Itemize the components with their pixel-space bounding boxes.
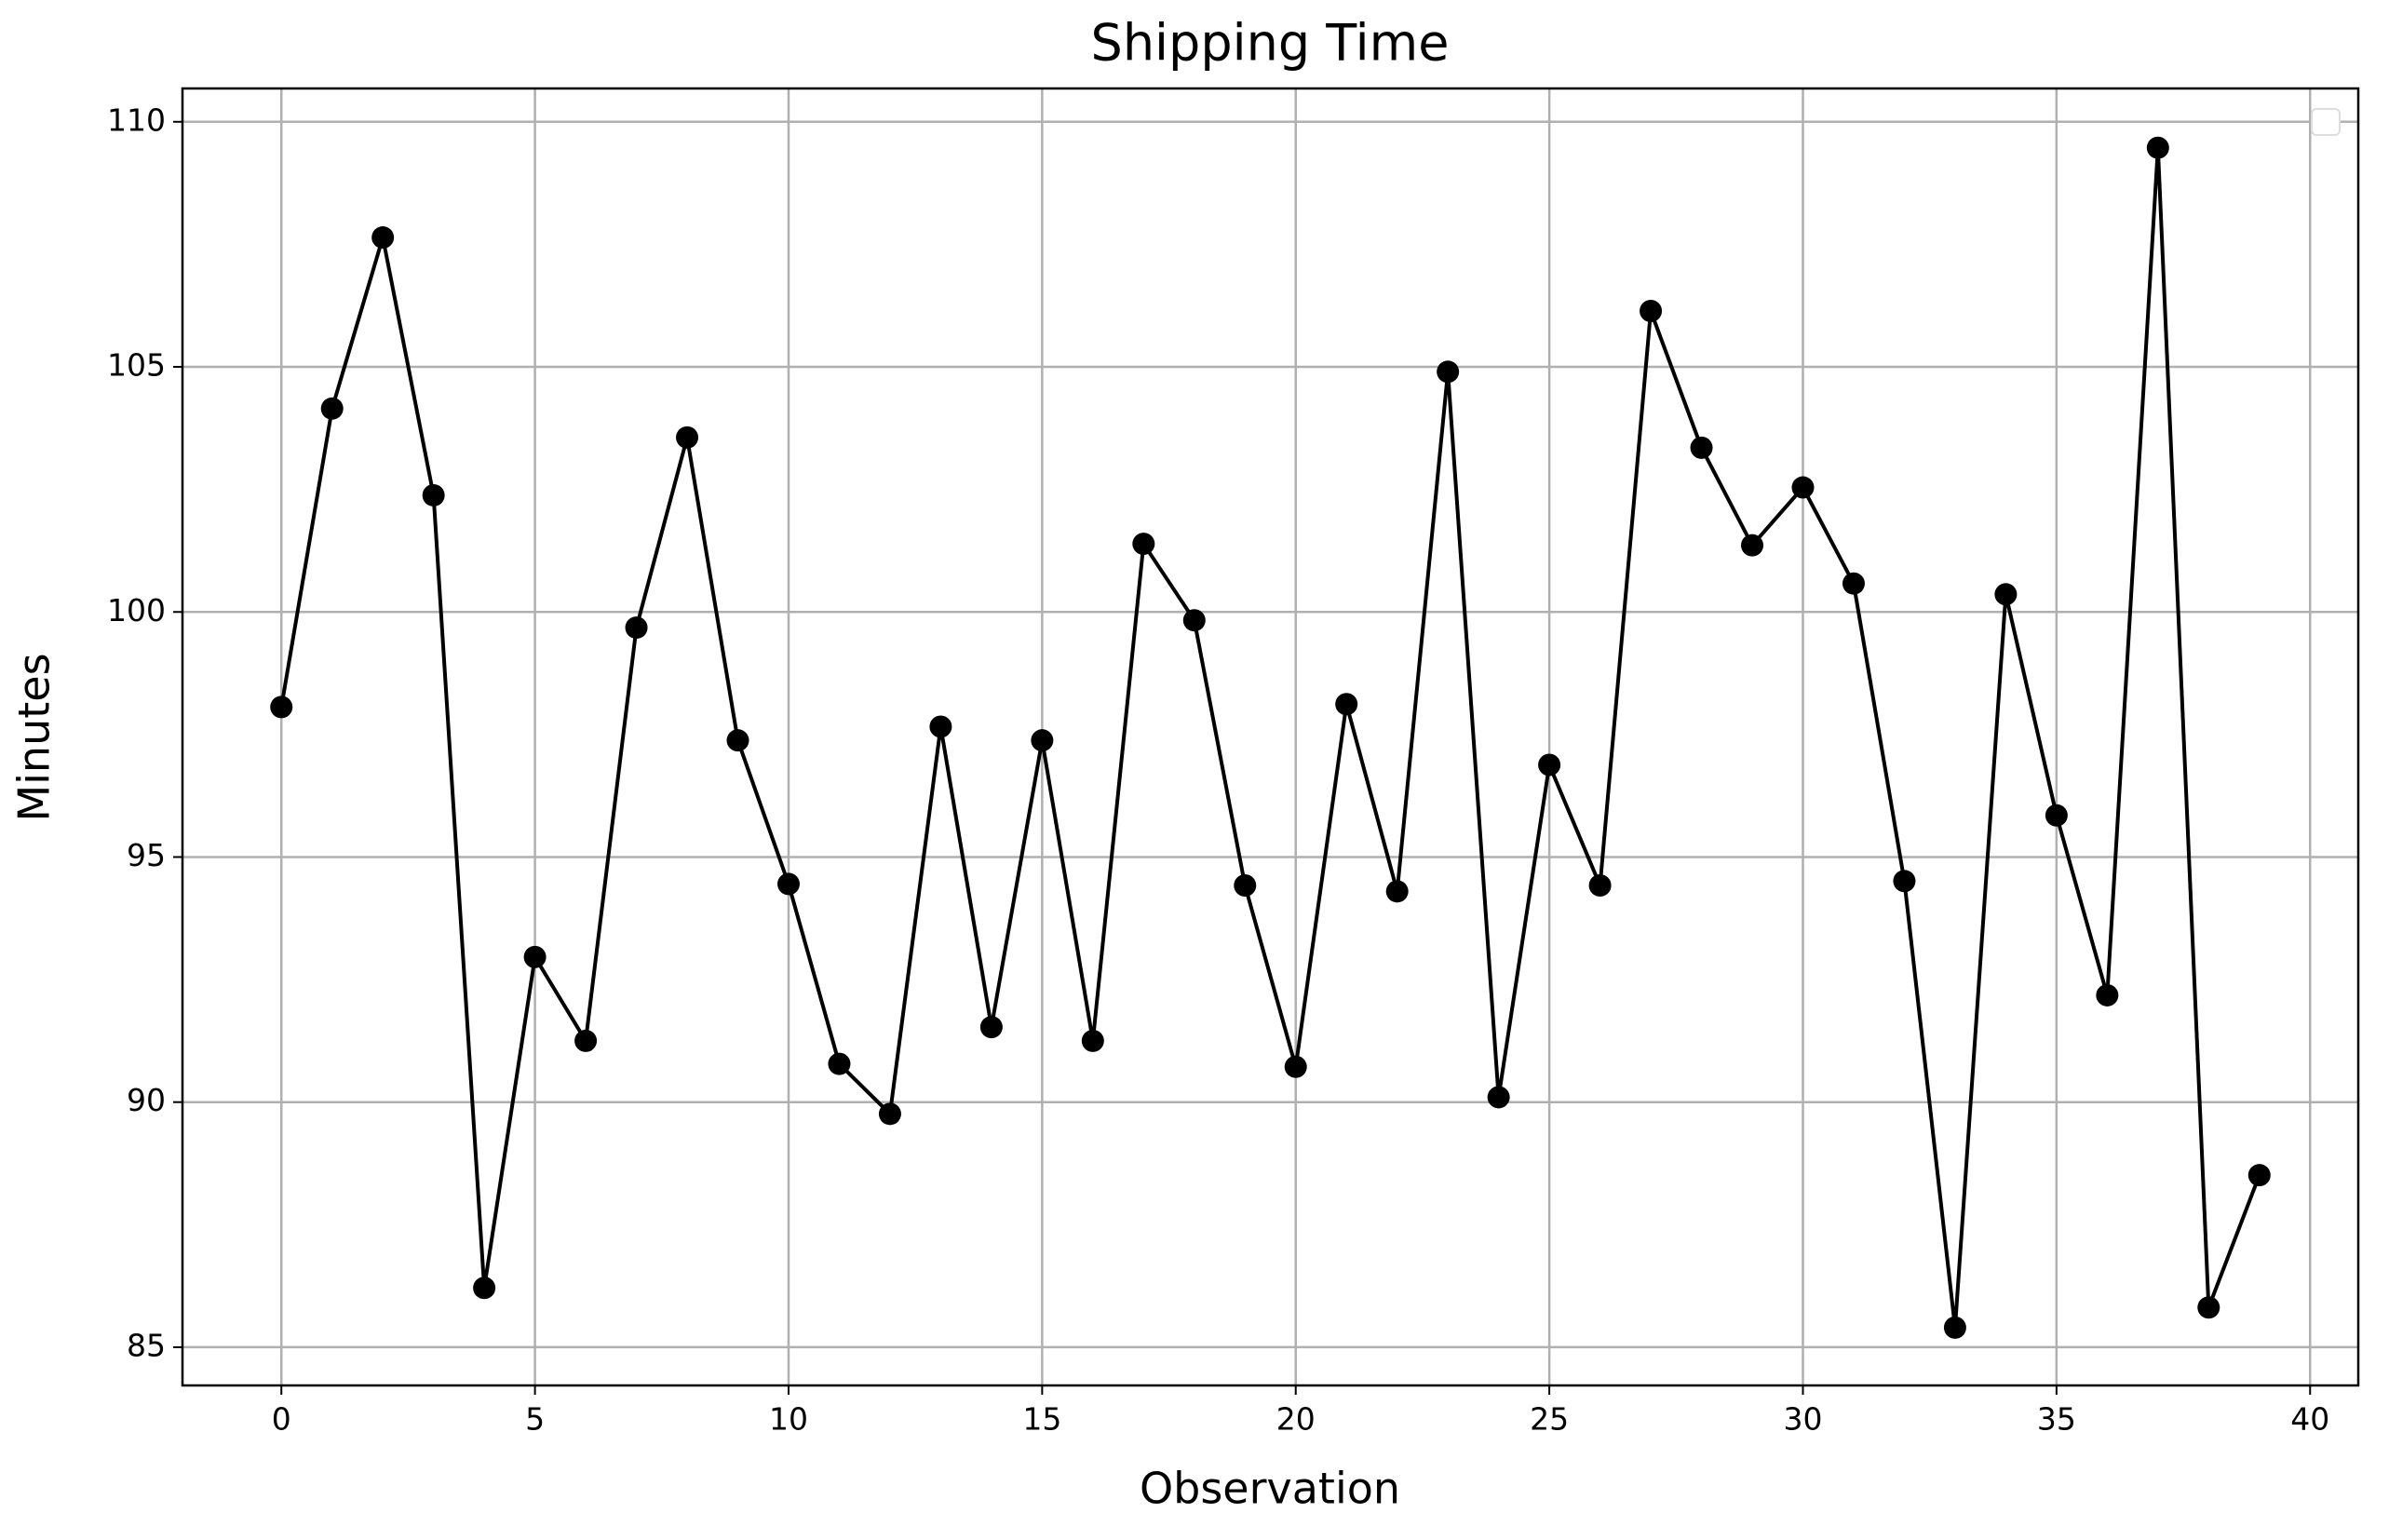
marker: [1284, 1055, 1307, 1078]
x-tick-label: 20: [1276, 1401, 1316, 1438]
y-tick-label: 95: [127, 837, 166, 873]
marker: [1893, 870, 1916, 893]
x-tick-label: 0: [272, 1401, 291, 1438]
marker: [1132, 533, 1155, 556]
x-axis-label: Observation: [1140, 1464, 1400, 1514]
y-axis-label: Minutes: [9, 653, 60, 821]
marker: [726, 729, 749, 752]
marker: [574, 1029, 598, 1052]
marker: [828, 1052, 851, 1075]
x-tick-label: 5: [525, 1401, 545, 1438]
marker: [1335, 693, 1358, 716]
marker: [2045, 804, 2068, 827]
marker: [1234, 874, 1257, 898]
marker: [1487, 1086, 1510, 1109]
y-tick-label: 105: [107, 347, 166, 384]
marker: [1690, 436, 1713, 459]
marker: [1081, 1029, 1104, 1052]
marker: [676, 426, 699, 449]
marker: [1943, 1316, 1966, 1339]
marker: [625, 616, 648, 640]
marker: [2096, 983, 2119, 1006]
chart-title: Shipping Time: [1091, 14, 1450, 73]
x-tick-label: 15: [1022, 1401, 1061, 1438]
marker: [979, 1016, 1003, 1039]
x-tick-label: 25: [1530, 1401, 1569, 1438]
y-tick-label: 90: [127, 1082, 166, 1118]
marker: [270, 696, 293, 719]
marker: [473, 1277, 496, 1300]
marker: [776, 872, 800, 896]
marker: [1031, 729, 1054, 752]
y-tick-label: 100: [107, 592, 166, 628]
x-tick-label: 30: [1783, 1401, 1822, 1438]
legend-box: [2311, 108, 2341, 136]
marker: [371, 226, 395, 250]
marker: [422, 483, 445, 507]
x-tick-label: 40: [2290, 1401, 2329, 1438]
marker: [2197, 1296, 2220, 1319]
marker: [1182, 609, 1206, 632]
marker: [1640, 300, 1663, 323]
marker: [1842, 572, 1865, 595]
marker: [1741, 534, 1764, 557]
marker: [1538, 753, 1561, 777]
marker: [1588, 874, 1612, 898]
y-tick-label: 110: [107, 101, 166, 138]
marker: [2247, 1164, 2271, 1187]
marker: [1791, 476, 1815, 499]
marker: [320, 397, 344, 420]
marker: [1385, 880, 1409, 903]
x-tick-label: 35: [2037, 1401, 2076, 1438]
marker: [878, 1102, 901, 1126]
marker: [1994, 583, 2018, 606]
marker: [523, 945, 547, 968]
marker: [929, 715, 952, 738]
plot-frame: [181, 87, 2360, 1387]
line: [279, 147, 2261, 1329]
x-tick-label: 10: [769, 1401, 808, 1438]
marker: [1437, 360, 1460, 384]
marker: [2146, 136, 2169, 159]
y-tick-label: 85: [127, 1327, 166, 1363]
